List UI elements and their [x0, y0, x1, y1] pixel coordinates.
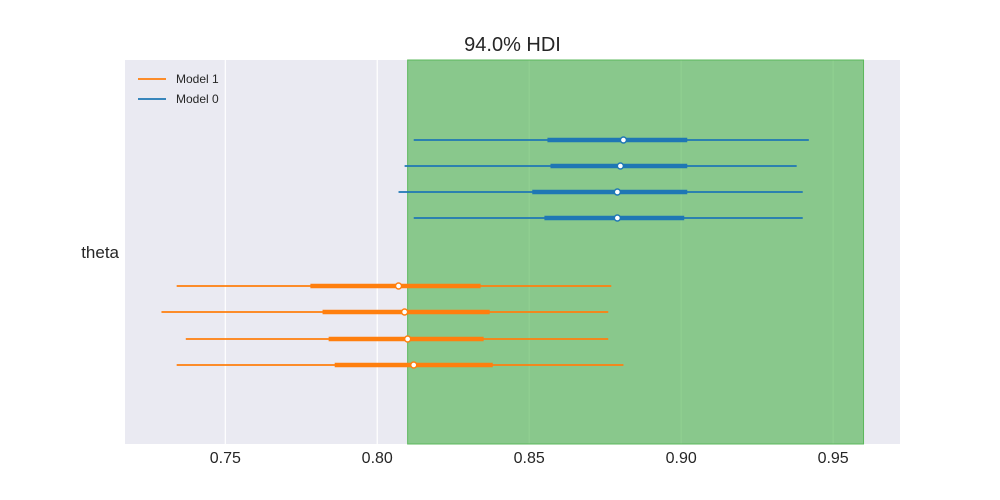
legend-item-model-0: Model 0: [138, 92, 219, 106]
median-point: [403, 335, 412, 343]
median-point: [616, 162, 625, 170]
model-0-chain-3: [398, 188, 803, 196]
x-tick-label: 0.80: [362, 450, 393, 467]
chain-intervals: [161, 136, 809, 369]
median-point: [613, 188, 622, 196]
legend-label: Model 0: [176, 92, 219, 106]
x-tick-label: 0.75: [210, 450, 241, 467]
x-axis: 0.75 0.80 0.85 0.90 0.95: [210, 450, 849, 467]
legend: Model 1 Model 0: [138, 72, 219, 106]
chart-title: 94.0% HDI: [464, 34, 561, 56]
model-1-chain-2: [161, 308, 609, 316]
x-tick-label: 0.85: [514, 450, 545, 467]
legend-item-model-1: Model 1: [138, 72, 219, 86]
median-point: [410, 361, 418, 369]
variable-label: theta: [81, 243, 119, 262]
median-point: [394, 282, 403, 290]
x-tick-label: 0.90: [666, 450, 697, 467]
median-point: [613, 214, 622, 222]
model-0-chain-4: [413, 214, 803, 222]
x-tick-label: 0.95: [818, 450, 849, 467]
model-1-chain-3: [185, 335, 609, 343]
model-1-chain-4: [176, 361, 624, 369]
hdi-reference-band: [407, 59, 865, 445]
model-0-chain-2: [404, 162, 797, 170]
median-point: [619, 136, 628, 144]
model-0-chain-1: [413, 136, 809, 144]
model-1-chain-1: [176, 282, 612, 290]
median-point: [400, 308, 409, 316]
legend-label: Model 1: [176, 72, 219, 86]
